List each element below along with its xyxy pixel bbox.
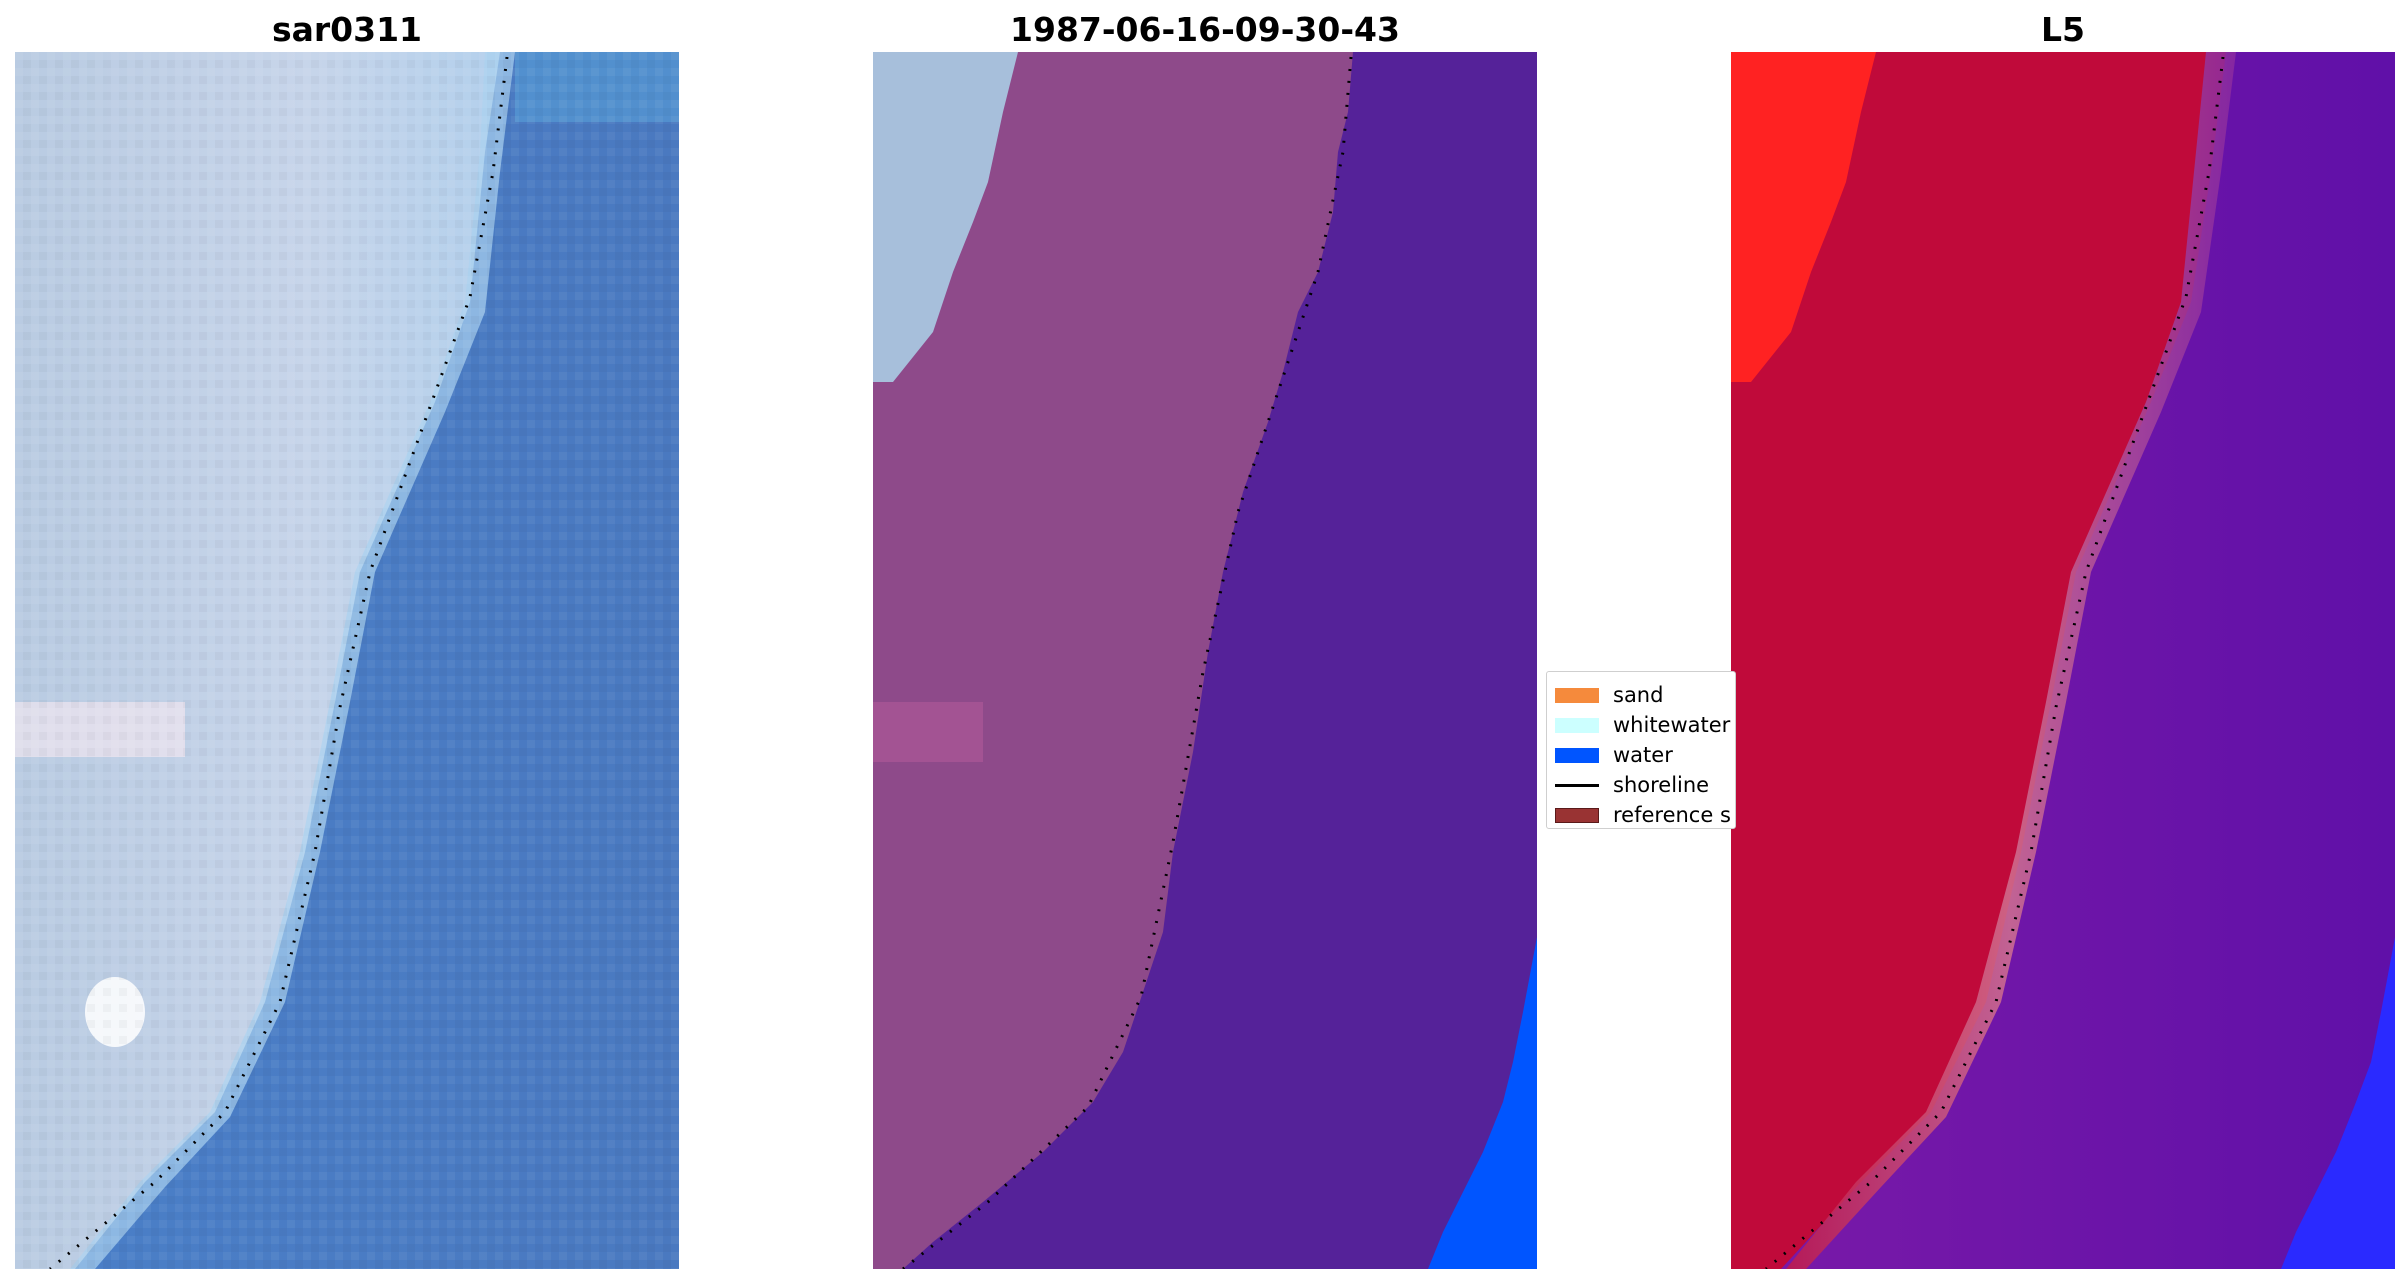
index-bright-area [1731, 52, 1876, 382]
legend-label-water: water [1613, 743, 1673, 767]
legend: sand whitewater water shoreline referenc… [1546, 671, 1736, 829]
rgb-image-panel [15, 52, 679, 1269]
legend-label-whitewater: whitewater [1613, 713, 1731, 737]
panel-title-classified: 1987-06-16-09-30-43 [1010, 10, 1400, 49]
index-image-panel [1731, 52, 2395, 1269]
index-image [1731, 52, 2395, 1269]
classified-image [873, 52, 1537, 1269]
index-blue-area [2281, 937, 2395, 1269]
legend-swatch-water [1555, 748, 1599, 763]
legend-swatch-reference [1555, 808, 1599, 823]
legend-line-shoreline [1555, 784, 1599, 787]
legend-label-sand: sand [1613, 683, 1664, 707]
panel-title-rgb: sar0311 [271, 10, 423, 49]
shoreline-index [1765, 56, 2225, 1269]
legend-label-reference: reference s [1613, 803, 1731, 827]
legend-swatch-whitewater [1555, 718, 1599, 733]
classified-land-area [873, 52, 1353, 1269]
classified-image-panel [873, 52, 1537, 1269]
index-land-area [1731, 52, 2226, 1269]
legend-label-shoreline: shoreline [1613, 773, 1710, 797]
shoreline-rgb [49, 56, 509, 1269]
classified-water-class-area [1428, 937, 1537, 1269]
rgb-image [15, 52, 679, 1269]
classified-whitewater-area [873, 52, 1018, 382]
panel-title-index: L5 [2041, 10, 2085, 49]
legend-swatch-sand [1555, 688, 1599, 703]
